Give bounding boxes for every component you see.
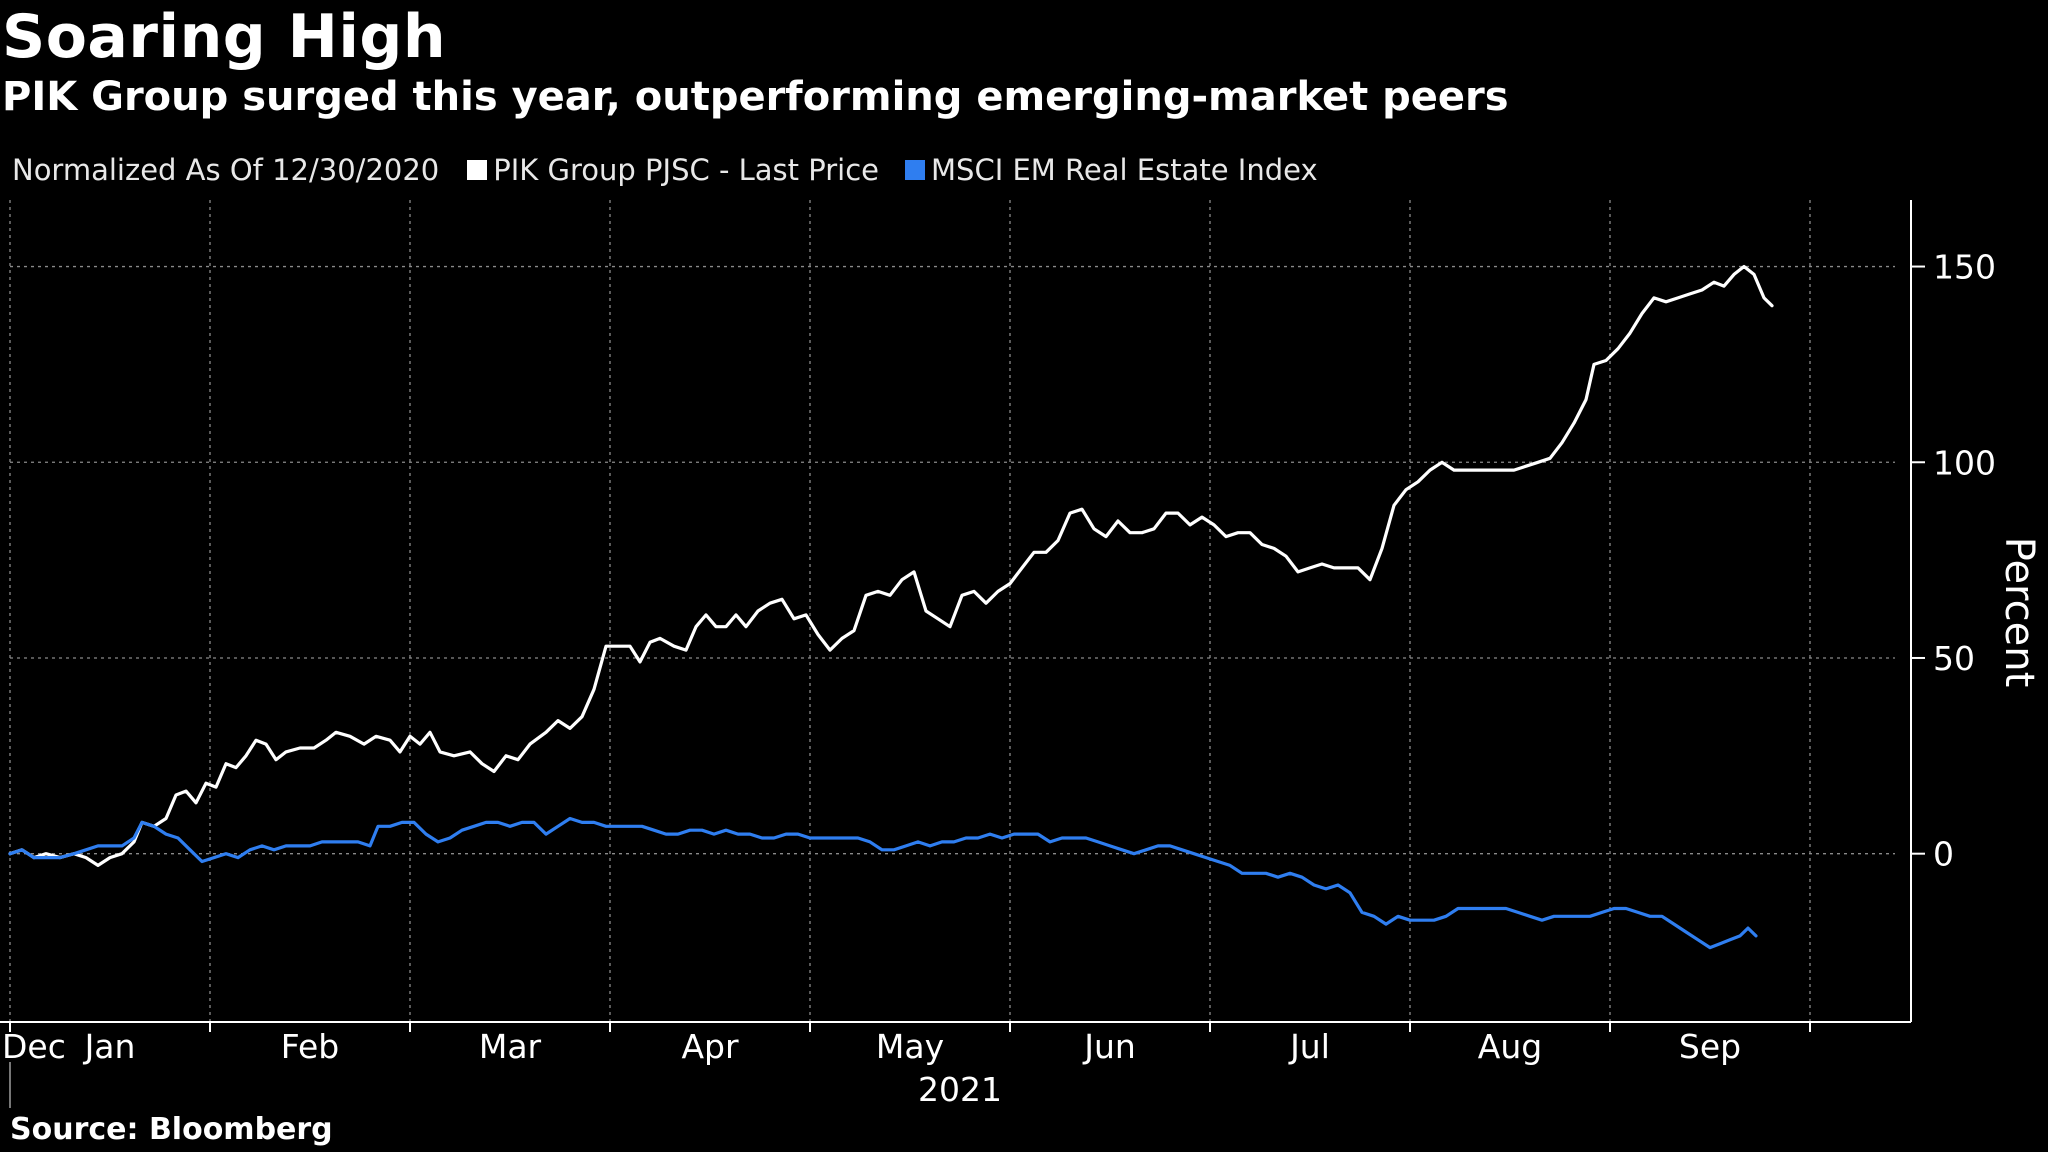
source-note: Source: Bloomberg: [10, 1112, 333, 1147]
xtick-label-apr: Apr: [681, 1027, 739, 1066]
xtick-label-mar: Mar: [479, 1027, 542, 1066]
axes: [0, 200, 1925, 1108]
legend: Normalized As Of 12/30/2020 PIK Group PJ…: [12, 153, 1344, 187]
tick-labels: 0 50 100 150 Dec Jan Feb Mar Apr May Jun Jul Aug Sep 2…: [2, 248, 2042, 1109]
xtick-label-aug: Aug: [1478, 1027, 1542, 1066]
xtick-label-feb: Feb: [281, 1027, 339, 1066]
legend-swatch-msci: [905, 160, 926, 180]
legend-item-pik: PIK Group PJSC - Last Price: [467, 153, 879, 187]
legend-label-msci: MSCI EM Real Estate Index: [931, 153, 1318, 187]
xtick-label-jul: Jul: [1288, 1027, 1330, 1066]
chart-subtitle: PIK Group surged this year, outperformin…: [2, 74, 1509, 120]
xtick-label-sep: Sep: [1679, 1027, 1741, 1066]
legend-normalized-note: Normalized As Of 12/30/2020: [12, 153, 440, 187]
year-label: 2021: [918, 1070, 1002, 1109]
legend-item-msci: MSCI EM Real Estate Index: [905, 153, 1318, 187]
xtick-label-jun: Jun: [1082, 1027, 1136, 1066]
series-line-pik: [8, 264, 1774, 867]
ytick-label-100: 100: [1933, 443, 1996, 482]
legend-swatch-pik: [467, 160, 488, 180]
ytick-label-50: 50: [1933, 639, 1975, 678]
y-axis-title: Percent: [1996, 537, 2042, 688]
ytick-label-0: 0: [1933, 835, 1954, 874]
series-lines: [8, 264, 1774, 950]
xtick-label-dec: Dec: [2, 1027, 66, 1066]
chart-title: Soaring High: [2, 2, 447, 72]
gridlines: [9, 200, 1895, 1022]
xtick-label-may: May: [876, 1027, 944, 1066]
xtick-label-jan: Jan: [83, 1027, 136, 1066]
ytick-label-150: 150: [1933, 248, 1996, 287]
series-line-msci: [8, 816, 1758, 950]
legend-label-pik: PIK Group PJSC - Last Price: [493, 153, 880, 187]
